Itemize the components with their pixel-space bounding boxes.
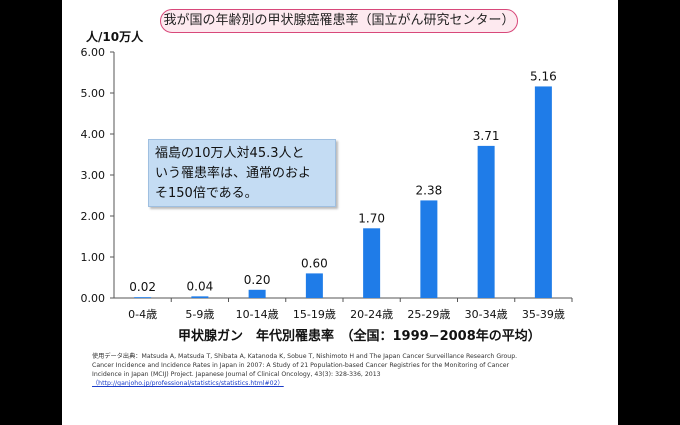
bar-value-label: 5.16 — [530, 69, 557, 83]
y-tick-label: 0.00 — [81, 292, 106, 305]
y-tick-label: 4.00 — [81, 128, 106, 141]
x-tick-label: 35-39歳 — [522, 308, 565, 321]
annotation-box: 福島の10万人対45.3人と いう罹患率は、通常のおよ そ150倍である。 — [148, 139, 336, 207]
y-axis-unit-label: 人/10万人 — [86, 30, 144, 44]
bar — [248, 289, 266, 298]
x-axis-title: 甲状腺ガン 年代別罹患率 （全国：1999−2008年の平均） — [178, 329, 541, 344]
bar-value-label: 0.02 — [129, 280, 156, 294]
x-tick-label: 15-19歳 — [293, 308, 336, 321]
bar — [363, 228, 381, 298]
y-tick-label: 3.00 — [81, 169, 106, 182]
bar-value-label: 0.20 — [244, 273, 271, 287]
source-link[interactable]: （http://ganjoho.jp/professional/statisti… — [92, 380, 284, 387]
x-tick-label: 0-4歳 — [128, 308, 157, 321]
slide-panel — [62, 0, 618, 425]
source-citation: 使用データ出典：Matsuda A, Matsuda T, Shibata A,… — [92, 352, 592, 388]
bar — [305, 273, 323, 298]
bar-value-label: 1.70 — [358, 211, 385, 225]
x-tick-label: 25-29歳 — [407, 308, 450, 321]
x-tick-label: 5-9歳 — [185, 308, 214, 321]
bar-value-label: 0.60 — [301, 256, 328, 270]
y-tick-label: 2.00 — [81, 210, 106, 223]
annotation-line: 福島の10万人対45.3人と — [155, 146, 305, 161]
bar — [191, 296, 209, 298]
source-line: Incidence in Japan (MCIJ) Project. Japan… — [92, 371, 381, 378]
y-tick-label: 5.00 — [81, 87, 106, 100]
bar — [134, 297, 152, 298]
chart-title: 我が国の年齢別の甲状腺癌罹患率（国立がん研究センター） — [160, 9, 518, 33]
bar — [477, 145, 495, 298]
x-tick-label: 10-14歳 — [236, 308, 279, 321]
annotation-line: いう罹患率は、通常のおよ — [155, 166, 312, 181]
bar — [420, 200, 438, 298]
bar — [534, 86, 552, 298]
bar-value-label: 3.71 — [473, 129, 500, 143]
source-line: 使用データ出典：Matsuda A, Matsuda T, Shibata A,… — [92, 353, 518, 360]
y-tick-label: 1.00 — [81, 251, 106, 264]
x-tick-label: 20-24歳 — [350, 308, 393, 321]
x-tick-label: 30-34歳 — [465, 308, 508, 321]
annotation-line: そ150倍である。 — [155, 186, 258, 201]
y-tick-label: 6.00 — [81, 46, 106, 59]
bar-value-label: 2.38 — [416, 183, 443, 197]
bar-value-label: 0.04 — [187, 279, 214, 293]
source-line: Cancer Incidence and Incidence Rates in … — [92, 362, 510, 369]
